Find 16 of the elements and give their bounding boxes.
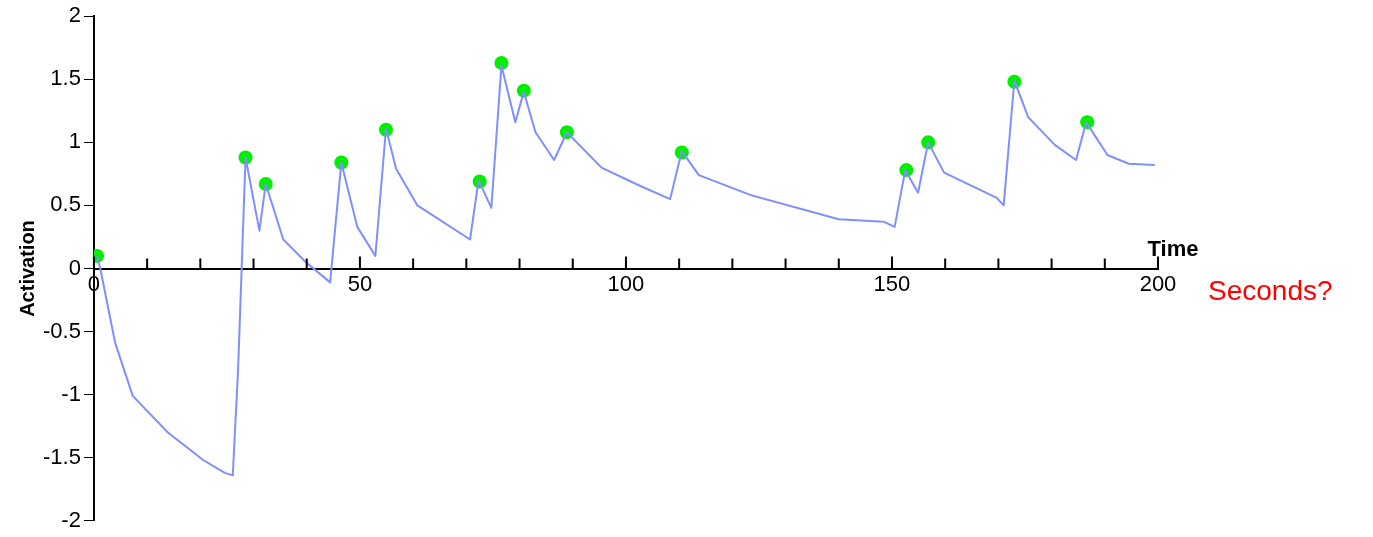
y-tick-label: 1.5 (50, 65, 81, 91)
y-tick-label: -2 (61, 506, 81, 532)
y-tick-label: 1 (68, 128, 81, 154)
y-axis-title: Activation (15, 220, 38, 317)
y-tick-label: -0.5 (42, 317, 81, 343)
x-tick-label: 100 (607, 270, 645, 296)
y-tick-label: -1 (61, 380, 81, 406)
text: Seconds? (1208, 275, 1333, 307)
y-tick-label: 0.5 (50, 191, 81, 217)
x-axis-title: Time (1147, 235, 1199, 261)
y-tick-label: 0 (68, 254, 81, 280)
x-tick-label: 150 (873, 270, 911, 296)
y-tick-label: -1.5 (42, 443, 81, 469)
y-tick-label: 2 (68, 2, 81, 28)
x-tick-label: 200 (1139, 270, 1177, 296)
x-tick-label: 50 (347, 270, 373, 296)
